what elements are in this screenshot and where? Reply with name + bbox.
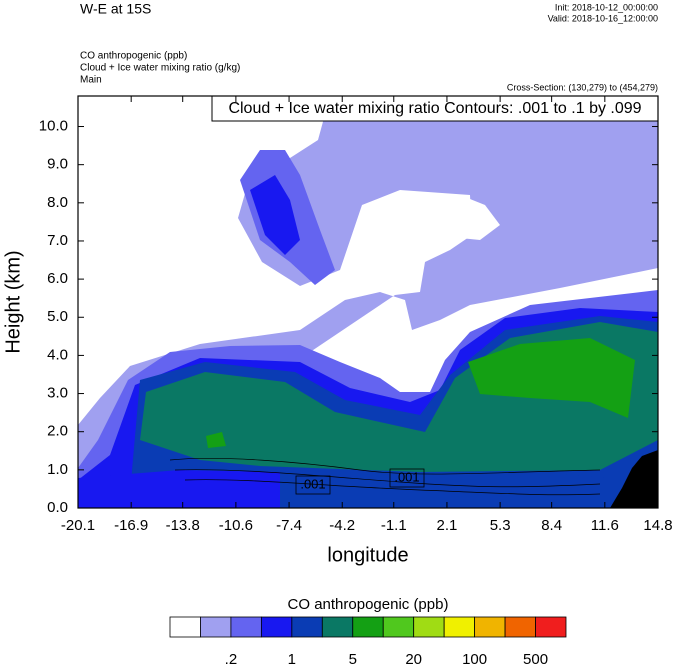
x-tick-label: 5.3 [490, 517, 511, 534]
field-name: Cloud + Ice water mixing ratio (g/kg) [80, 63, 240, 74]
field-name: CO anthropogenic (ppb) [80, 51, 187, 62]
colorbar-box [169, 616, 201, 638]
y-tick-label: 7.0 [47, 232, 68, 249]
x-tick-label: 14.8 [643, 517, 672, 534]
colorbar-box [474, 616, 506, 638]
colorbar-box [504, 616, 536, 638]
colorbar-tick-label: .2 [225, 651, 238, 667]
cross-section: Cross-Section: (130,279) to (454,279) [507, 82, 658, 92]
field-name: Main [80, 75, 102, 86]
colorbar-box [413, 616, 445, 638]
y-tick-label: 0.0 [47, 499, 68, 516]
colorbar-tick-label: 500 [523, 651, 548, 667]
y-tick-label: 2.0 [47, 423, 68, 440]
x-tick-label: -20.1 [61, 517, 95, 534]
colorbar-title: CO anthropogenic (ppb) [288, 596, 449, 613]
plot-frame [77, 95, 659, 509]
plot-area: .001 .001 [78, 96, 658, 508]
y-tick-label: 8.0 [47, 194, 68, 211]
colorbar-box [321, 616, 354, 638]
contour-info: Cloud + Ice water mixing ratio Contours:… [228, 100, 641, 117]
contour-region [206, 432, 226, 448]
colorbar-box [382, 616, 415, 638]
contour-region [402, 325, 448, 382]
contour-line [169, 457, 601, 475]
contour-region [78, 470, 280, 508]
colorbar-tick-label: 5 [349, 651, 357, 667]
x-tick-label: -7.4 [276, 517, 302, 534]
colorbar-box [535, 616, 567, 638]
colorbar-box [352, 616, 384, 638]
y-tick-label: 4.0 [47, 346, 68, 363]
chart-title: W-E at 15S [80, 1, 151, 17]
valid-time: Valid: 2018-10-16_12:00:00 [548, 13, 658, 23]
y-tick-label: 1.0 [47, 461, 68, 478]
x-tick-label: -1.1 [381, 517, 407, 534]
y-axis-label: Height (km) [2, 250, 24, 353]
contour-label-box [389, 468, 425, 488]
contour-region [468, 338, 635, 418]
contour-info-box [211, 95, 659, 122]
init-time: Init: 2018-10-12_00:00:00 [555, 2, 658, 12]
colorbar-box [200, 616, 232, 638]
x-tick-label: -13.8 [166, 517, 200, 534]
colorbar-tick-label: 100 [462, 651, 487, 667]
colorbar-box [291, 616, 323, 638]
contour-label: .001 [300, 476, 325, 491]
x-tick-label: -16.9 [114, 517, 148, 534]
y-tick-label: 3.0 [47, 385, 68, 402]
colorbar-box [260, 616, 293, 638]
x-tick-label: -4.2 [329, 517, 355, 534]
y-tick-label: 5.0 [47, 308, 68, 325]
colorbar-tick-label: 20 [405, 651, 422, 667]
y-tick-label: 6.0 [47, 270, 68, 287]
x-tick-label: 11.6 [591, 517, 619, 534]
x-tick-label: 8.4 [541, 517, 562, 534]
y-tick-label: 9.0 [47, 156, 68, 173]
x-tick-label: 2.1 [437, 517, 458, 534]
contour-region [415, 195, 500, 240]
colorbar-box [230, 616, 262, 638]
x-tick-label: -10.6 [219, 517, 253, 534]
contour-label-box [295, 475, 331, 495]
x-axis-label: longitude [327, 544, 408, 566]
y-tick-label: 10.0 [39, 117, 68, 134]
contour-region [250, 175, 300, 255]
contour-line [174, 469, 601, 488]
contour-line [184, 479, 601, 496]
colorbar-tick-label: 1 [288, 651, 296, 667]
terrain [610, 450, 658, 508]
contour-label: .001 [394, 469, 419, 484]
colorbar-box [443, 616, 476, 638]
